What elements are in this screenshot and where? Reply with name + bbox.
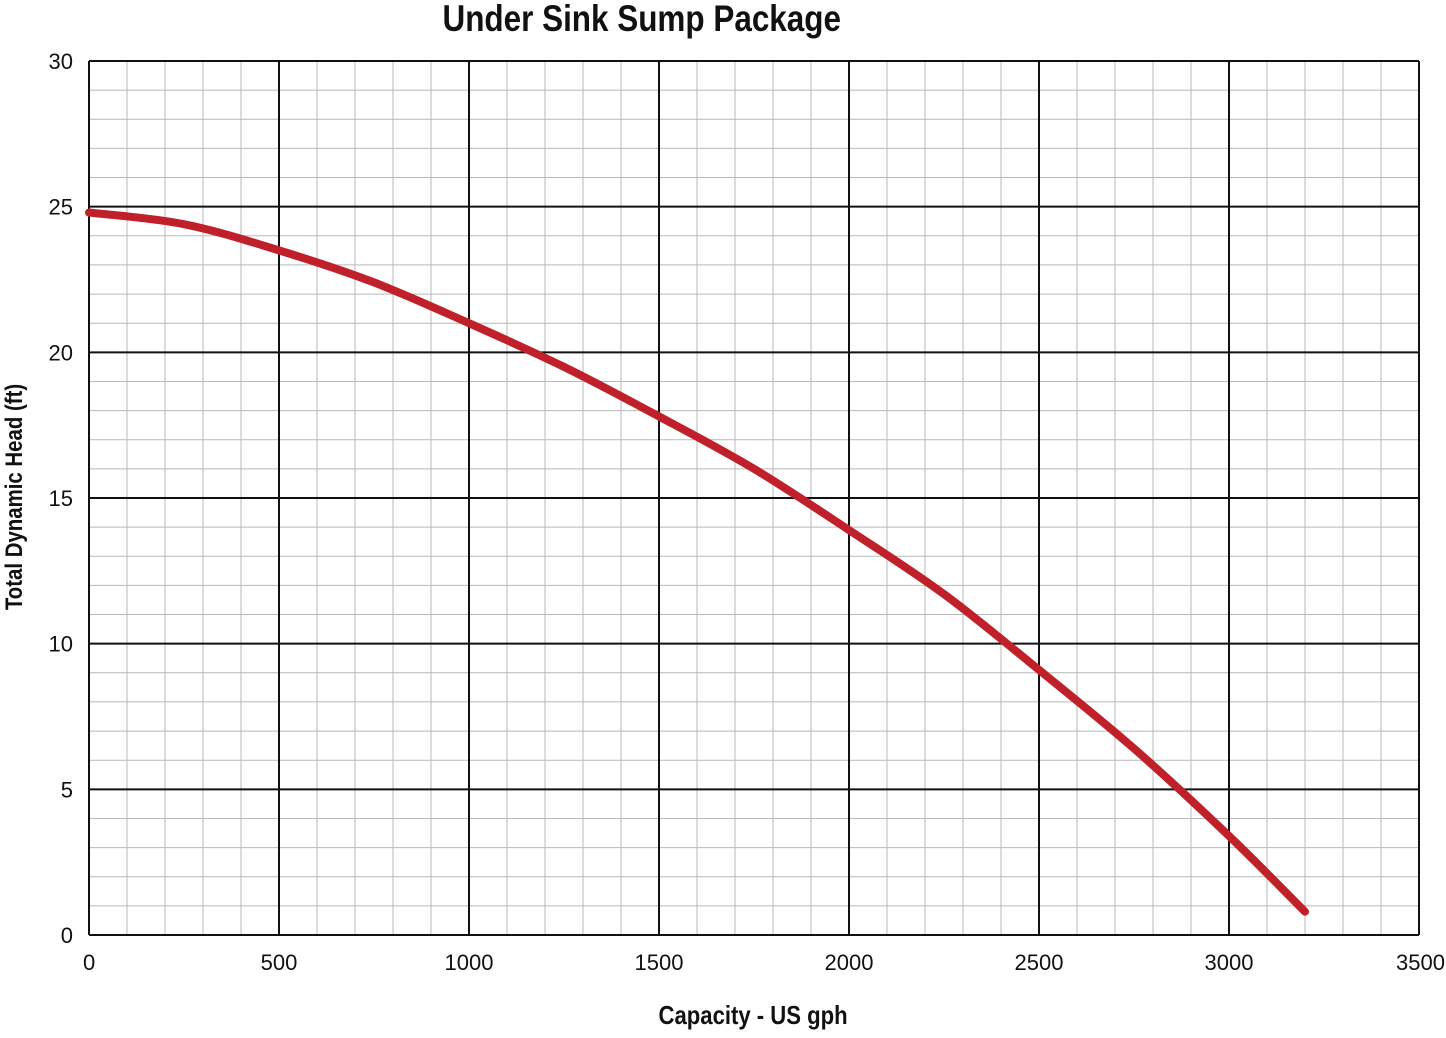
x-tick-label: 3500	[1396, 950, 1445, 975]
x-tick-label: 2000	[825, 950, 874, 975]
x-tick-label: 1500	[635, 950, 684, 975]
y-tick-label: 0	[61, 923, 73, 948]
chart-title: Under Sink Sump Package	[442, 0, 841, 39]
series-line	[85, 208, 1309, 916]
y-tick-label: 25	[49, 195, 73, 220]
y-tick-label: 15	[49, 486, 73, 511]
x-tick-label: 0	[83, 950, 95, 975]
y-tick-label: 5	[61, 777, 73, 802]
x-tick-label: 2500	[1015, 950, 1064, 975]
y-tick-label: 20	[49, 340, 73, 365]
x-axis-label: Capacity - US gph	[658, 1000, 848, 1030]
x-tick-label: 500	[261, 950, 298, 975]
x-tick-label: 1000	[445, 950, 494, 975]
y-axis-label: Total Dynamic Head (ft)	[1, 383, 28, 611]
y-tick-label: 30	[49, 49, 73, 74]
y-tick-label: 10	[49, 632, 73, 657]
x-tick-label: 3000	[1205, 950, 1254, 975]
